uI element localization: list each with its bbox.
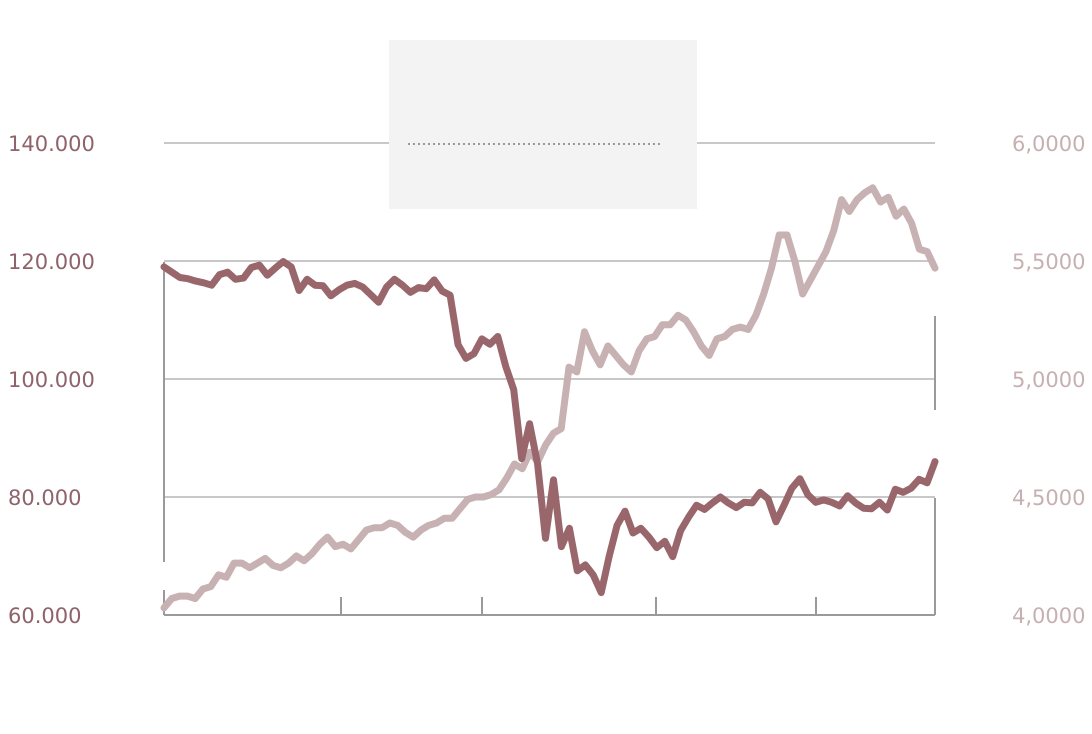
tick-labels: 60.000 80.000 100.000 120.000 140.000 4,0000 4… (8, 132, 1085, 628)
left-tick-label: 60.000 (8, 604, 81, 628)
right-tick-label: 4,5000 (1012, 486, 1085, 510)
right-tick-label: 5,0000 (1012, 368, 1085, 392)
series-line-right-axis (160, 184, 939, 612)
right-tick-label: 4,0000 (1012, 604, 1085, 628)
series-lines (160, 184, 939, 612)
series-line-left-axis (160, 258, 939, 597)
left-tick-label: 140.000 (8, 132, 95, 156)
legend (389, 40, 697, 209)
legend-box (389, 40, 697, 209)
axes (163, 262, 936, 616)
right-tick-label: 6,0000 (1012, 132, 1085, 156)
left-tick-label: 80.000 (8, 486, 81, 510)
left-tick-label: 120.000 (8, 250, 95, 274)
left-tick-label: 100.000 (8, 368, 95, 392)
right-tick-label: 5,5000 (1012, 250, 1085, 274)
